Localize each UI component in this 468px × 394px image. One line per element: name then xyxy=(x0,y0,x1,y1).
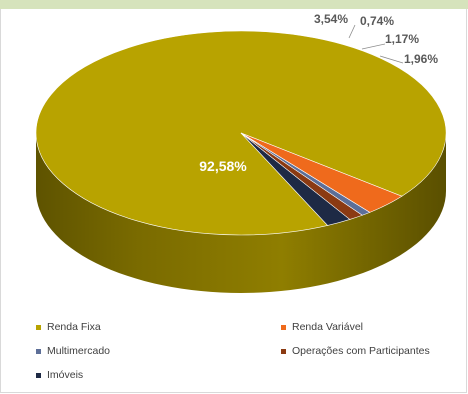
data-label-4: 1,96% xyxy=(404,52,438,66)
leader-line-4 xyxy=(379,55,404,64)
data-label-1: 3,54% xyxy=(314,12,348,26)
data-label-0: 92,58% xyxy=(199,158,247,174)
title-bar xyxy=(0,0,468,9)
pie-side-wall xyxy=(36,133,446,293)
leader-line-2 xyxy=(348,24,356,39)
data-label-3: 1,17% xyxy=(385,32,419,46)
data-label-2: 0,74% xyxy=(360,14,394,28)
pie-slice-4 xyxy=(240,132,351,226)
leader-line-3 xyxy=(361,43,386,50)
